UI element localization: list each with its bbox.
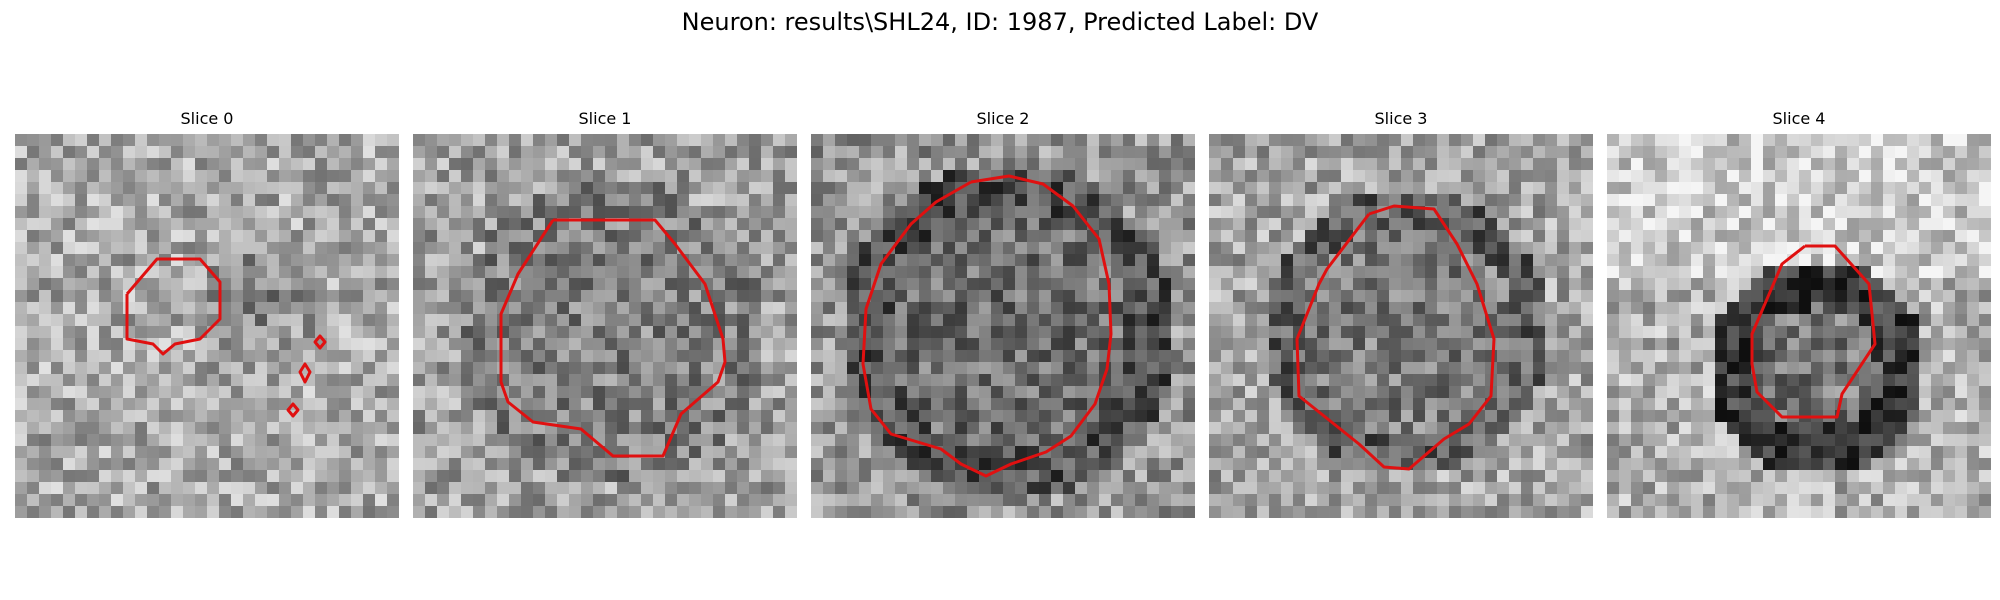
roi-contour: [1295, 204, 1496, 471]
slice-image-2: [811, 134, 1195, 518]
slice-panel-2: Slice 2: [811, 108, 1195, 518]
roi-contour: [861, 174, 1113, 478]
slice-image-3: [1209, 134, 1593, 518]
slice-panel-1: Slice 1: [413, 108, 797, 518]
slice-title-0: Slice 0: [180, 109, 234, 128]
roi-contour-fragment: [313, 334, 327, 350]
roi-contour-fragment: [298, 362, 312, 384]
slice-image-1: [413, 134, 797, 518]
slice-title-1: Slice 1: [578, 109, 632, 128]
roi-contour: [499, 218, 727, 458]
slice-title-2: Slice 2: [976, 109, 1030, 128]
figure-title: Neuron: results\SHL24, ID: 1987, Predict…: [681, 8, 1319, 36]
slice-panel-4: Slice 4: [1607, 108, 1991, 518]
roi-contour: [125, 257, 222, 356]
roi-contour: [1750, 244, 1877, 419]
slice-panel-0: Slice 0: [15, 108, 399, 518]
slice-title-4: Slice 4: [1772, 109, 1826, 128]
slice-image-0: [15, 134, 399, 518]
slice-panel-3: Slice 3: [1209, 108, 1593, 518]
slice-title-3: Slice 3: [1374, 109, 1428, 128]
slice-image-4: [1607, 134, 1991, 518]
roi-contour-fragment: [286, 402, 300, 418]
